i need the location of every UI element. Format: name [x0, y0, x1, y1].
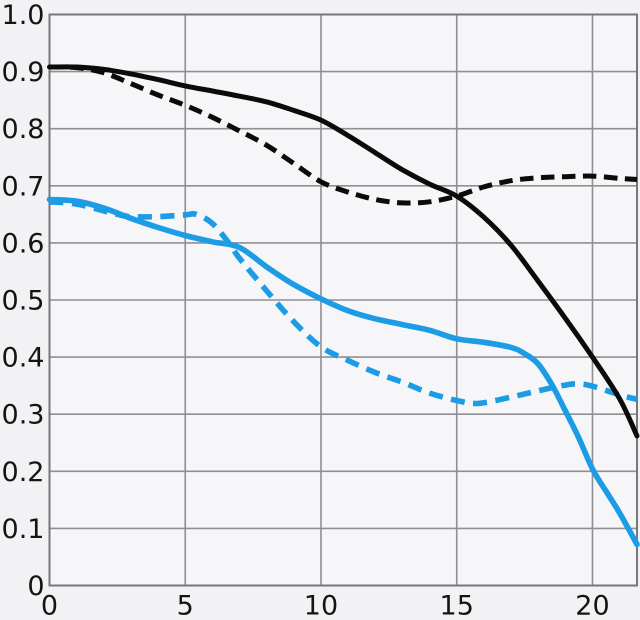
y-tick-label-0.8: 0.8	[2, 114, 45, 145]
y-tick-label-0.6: 0.6	[2, 228, 45, 259]
series-blue-dashed-line	[49, 199, 638, 407]
y-tick-label-0.7: 0.7	[2, 171, 45, 202]
y-tick-label-1.0: 1.0	[2, 0, 45, 31]
series-black-solid-line	[47, 64, 640, 439]
y-tick-label-0.4: 0.4	[2, 343, 45, 374]
y-tick-label-0.2: 0.2	[2, 457, 45, 488]
x-tick-label-10: 10	[304, 591, 338, 620]
y-tick-label-0: 0	[27, 571, 44, 602]
series-blue-solid-line	[46, 196, 640, 548]
y-tick-label-0.5: 0.5	[2, 286, 45, 317]
x-tick-label-15: 15	[440, 591, 474, 620]
y-tick-label-0.1: 0.1	[2, 514, 45, 545]
y-tick-label-0.3: 0.3	[2, 400, 45, 431]
x-tick-label-20: 20	[575, 591, 609, 620]
x-tick-label-0: 0	[41, 591, 58, 620]
y-tick-label-0.9: 0.9	[2, 57, 45, 88]
series-black-dashed-line	[49, 64, 638, 206]
plot-border	[48, 13, 638, 587]
x-tick-label-5: 5	[177, 591, 194, 620]
